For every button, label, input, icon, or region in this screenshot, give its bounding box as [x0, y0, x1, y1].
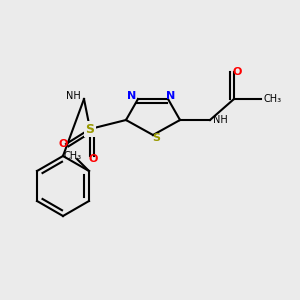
- Text: S: S: [85, 122, 94, 136]
- Text: N: N: [167, 91, 176, 101]
- Text: N: N: [128, 91, 136, 101]
- Text: NH: NH: [213, 115, 228, 125]
- Text: CH₃: CH₃: [63, 151, 82, 161]
- Text: O: O: [58, 139, 68, 149]
- Text: NH: NH: [66, 91, 81, 101]
- Text: O: O: [232, 67, 242, 77]
- Text: O: O: [88, 154, 98, 164]
- Text: CH₃: CH₃: [264, 94, 282, 104]
- Text: S: S: [152, 133, 160, 143]
